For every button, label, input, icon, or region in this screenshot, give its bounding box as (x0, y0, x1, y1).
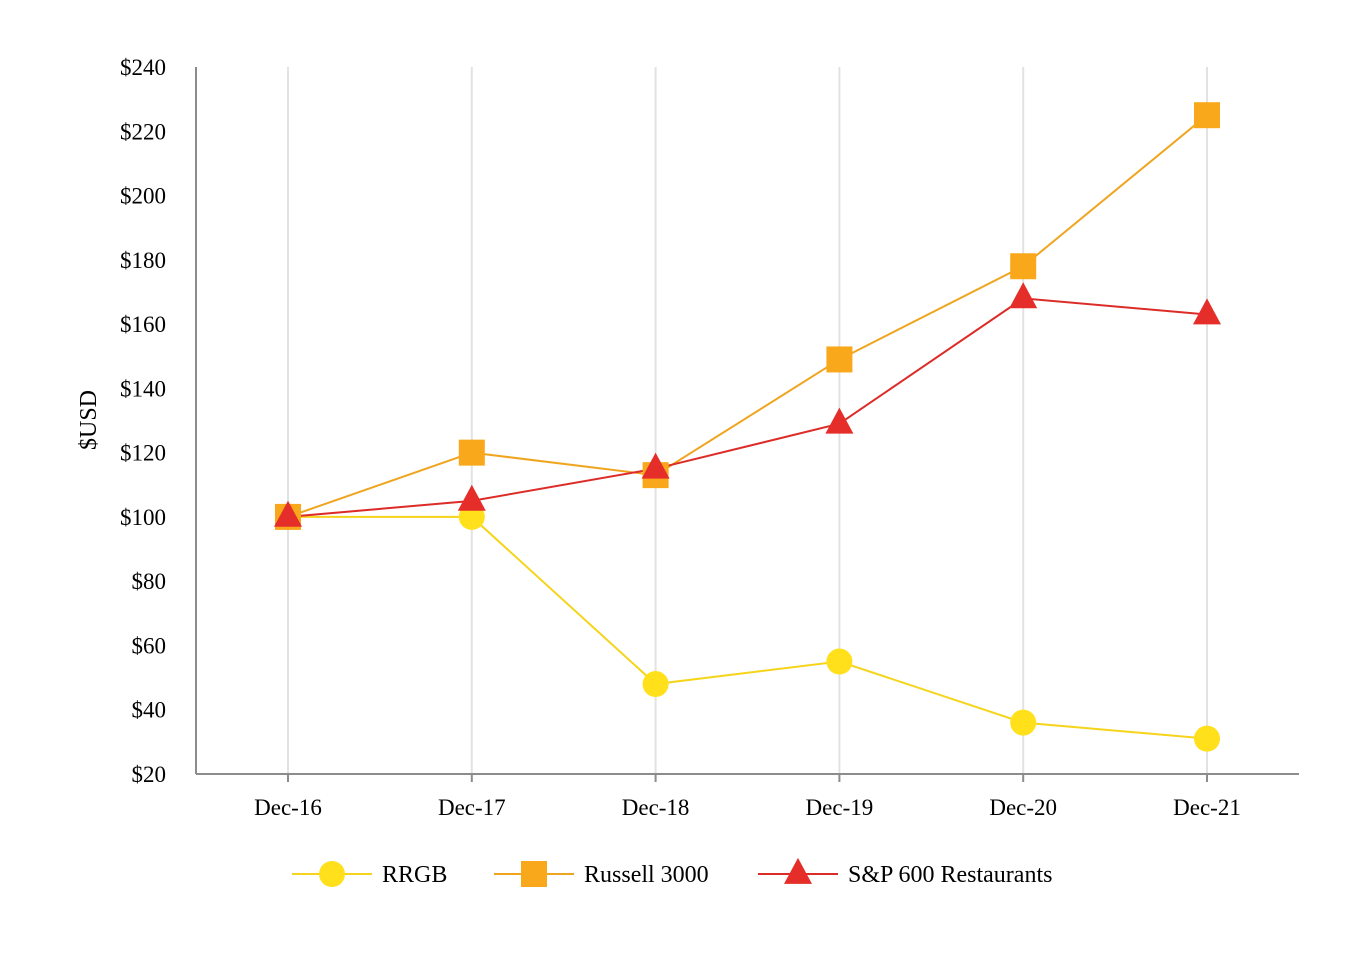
data-point-s-p-600-restaurants (274, 500, 302, 527)
series-markers (274, 102, 1221, 752)
series-line-s-p-600-restaurants (287, 297, 1208, 518)
data-point-russell-3000 (1194, 102, 1220, 129)
y-tick-label: $100 (120, 505, 166, 530)
data-point-russell-3000 (1010, 253, 1037, 280)
x-tick-label: Dec-20 (989, 795, 1057, 820)
y-tick-label: $80 (132, 569, 167, 594)
x-tick-label: Dec-16 (254, 795, 322, 820)
y-tick-label: $140 (120, 376, 166, 401)
legend-label: S&P 600 Restaurants (848, 862, 1052, 888)
data-point-rrgb (1194, 725, 1220, 752)
y-tick-label: $20 (132, 762, 167, 787)
x-tick-label: Dec-18 (622, 795, 690, 820)
legend-marker-russell-3000 (521, 861, 547, 887)
data-point-rrgb (826, 648, 853, 675)
gridlines (287, 67, 1208, 774)
data-point-s-p-600-restaurants (1009, 282, 1038, 309)
x-tick-label: Dec-17 (438, 795, 506, 820)
data-point-rrgb (1010, 709, 1037, 736)
y-tick-label: $220 (120, 119, 166, 144)
series-lines (287, 114, 1208, 740)
series-line-russell-3000 (287, 114, 1208, 518)
y-tick-label: $60 (132, 633, 167, 658)
data-point-s-p-600-restaurants (825, 407, 854, 434)
data-point-rrgb (642, 671, 669, 698)
y-tick-label: $200 (120, 184, 166, 209)
data-point-russell-3000 (826, 346, 853, 373)
legend-label: Russell 3000 (584, 862, 709, 888)
y-tick-label: $180 (120, 248, 166, 273)
y-axis-title: $USD (76, 390, 102, 450)
axes: $20 $40 $60 $80 $100 $120 $140 $160 $180 $200 $220… (120, 55, 1299, 820)
series-line-rrgb (288, 515, 1208, 740)
x-tick-label: Dec-19 (806, 795, 874, 820)
legend-marker-rrgb (319, 861, 345, 887)
legend-label: RRGB (382, 862, 447, 888)
x-tick-label: Dec-21 (1173, 795, 1241, 820)
legend-marker-s-p-600-restaurants (784, 857, 812, 884)
y-tick-label: $40 (132, 698, 167, 723)
data-point-s-p-600-restaurants (1193, 298, 1221, 325)
legend-item-russell-3000: Russell 3000 (494, 861, 709, 888)
y-tick-label: $120 (120, 441, 166, 466)
data-point-russell-3000 (458, 439, 485, 466)
data-point-s-p-600-restaurants (457, 484, 486, 511)
y-tick-label: $240 (120, 55, 166, 80)
legend: RRGB Russell 3000 S&P 600 Restaurants (292, 857, 1052, 888)
legend-item-s-p-600-restaurants: S&P 600 Restaurants (758, 857, 1052, 888)
data-point-s-p-600-restaurants (641, 452, 670, 479)
legend-item-rrgb: RRGB (292, 861, 447, 888)
y-tick-label: $160 (120, 312, 166, 337)
